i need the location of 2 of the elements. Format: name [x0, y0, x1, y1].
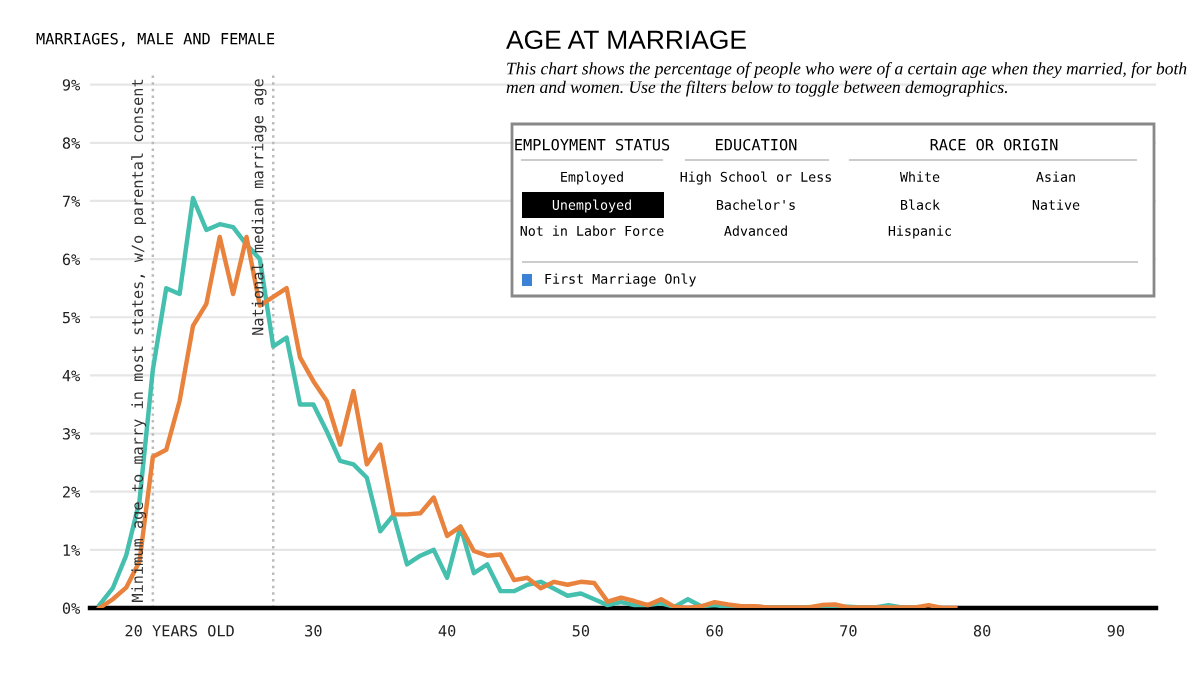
chart-title: AGE AT MARRIAGE [506, 30, 746, 50]
chart-subtitle: This chart shows the percentage of people who were of a certain age when they married, for both men and women. Use the filters below to toggle between demographics. [506, 62, 1187, 97]
